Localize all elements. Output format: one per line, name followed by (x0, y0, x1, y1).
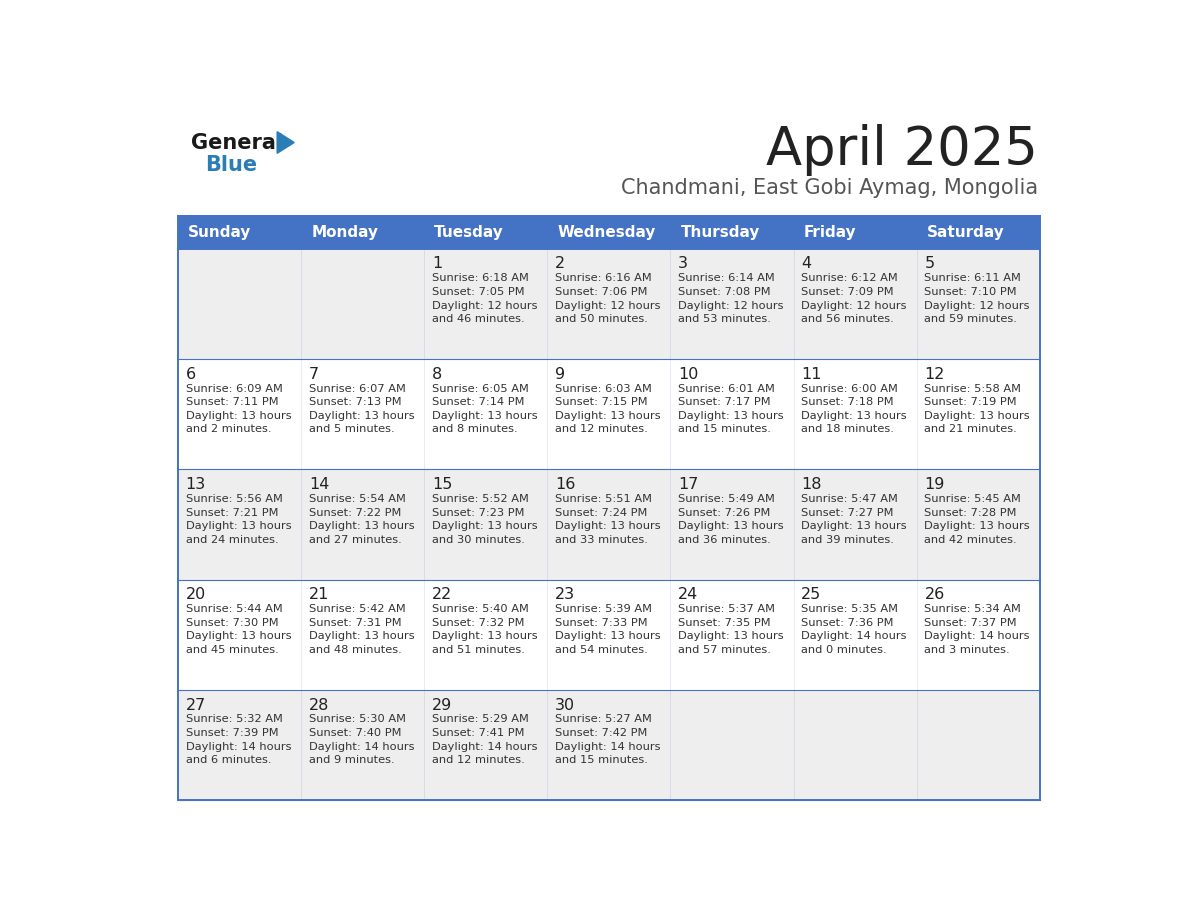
Text: 20: 20 (185, 588, 206, 602)
Text: Sunrise: 5:30 AM
Sunset: 7:40 PM
Daylight: 14 hours
and 9 minutes.: Sunrise: 5:30 AM Sunset: 7:40 PM Dayligh… (309, 714, 415, 766)
Text: 11: 11 (801, 366, 822, 382)
Text: 6: 6 (185, 366, 196, 382)
Text: 10: 10 (678, 366, 699, 382)
Text: 1: 1 (432, 256, 442, 272)
Text: Saturday: Saturday (927, 225, 1005, 241)
Text: Sunday: Sunday (188, 225, 252, 241)
Text: Sunrise: 5:34 AM
Sunset: 7:37 PM
Daylight: 14 hours
and 3 minutes.: Sunrise: 5:34 AM Sunset: 7:37 PM Dayligh… (924, 604, 1030, 655)
Text: 18: 18 (801, 477, 822, 492)
Text: Chandmani, East Gobi Aymag, Mongolia: Chandmani, East Gobi Aymag, Mongolia (621, 178, 1038, 198)
Text: 19: 19 (924, 477, 944, 492)
Text: 13: 13 (185, 477, 206, 492)
Text: Sunrise: 6:11 AM
Sunset: 7:10 PM
Daylight: 12 hours
and 59 minutes.: Sunrise: 6:11 AM Sunset: 7:10 PM Dayligh… (924, 274, 1030, 324)
Text: Blue: Blue (206, 155, 257, 174)
Text: 2: 2 (555, 256, 565, 272)
Text: Sunrise: 6:09 AM
Sunset: 7:11 PM
Daylight: 13 hours
and 2 minutes.: Sunrise: 6:09 AM Sunset: 7:11 PM Dayligh… (185, 384, 291, 434)
Bar (178, 689, 1040, 800)
Polygon shape (277, 131, 295, 153)
Text: 16: 16 (555, 477, 575, 492)
Text: Sunrise: 6:01 AM
Sunset: 7:17 PM
Daylight: 13 hours
and 15 minutes.: Sunrise: 6:01 AM Sunset: 7:17 PM Dayligh… (678, 384, 784, 434)
Text: Sunrise: 5:51 AM
Sunset: 7:24 PM
Daylight: 13 hours
and 33 minutes.: Sunrise: 5:51 AM Sunset: 7:24 PM Dayligh… (555, 494, 661, 544)
Text: Sunrise: 5:45 AM
Sunset: 7:28 PM
Daylight: 13 hours
and 42 minutes.: Sunrise: 5:45 AM Sunset: 7:28 PM Dayligh… (924, 494, 1030, 544)
Text: Sunrise: 6:18 AM
Sunset: 7:05 PM
Daylight: 12 hours
and 46 minutes.: Sunrise: 6:18 AM Sunset: 7:05 PM Dayligh… (432, 274, 537, 324)
Text: Sunrise: 5:29 AM
Sunset: 7:41 PM
Daylight: 14 hours
and 12 minutes.: Sunrise: 5:29 AM Sunset: 7:41 PM Dayligh… (432, 714, 537, 766)
Text: Tuesday: Tuesday (435, 225, 504, 241)
Bar (178, 359, 1040, 469)
Text: Sunrise: 6:00 AM
Sunset: 7:18 PM
Daylight: 13 hours
and 18 minutes.: Sunrise: 6:00 AM Sunset: 7:18 PM Dayligh… (801, 384, 906, 434)
Text: 12: 12 (924, 366, 944, 382)
Text: Sunrise: 5:56 AM
Sunset: 7:21 PM
Daylight: 13 hours
and 24 minutes.: Sunrise: 5:56 AM Sunset: 7:21 PM Dayligh… (185, 494, 291, 544)
Text: Sunrise: 6:07 AM
Sunset: 7:13 PM
Daylight: 13 hours
and 5 minutes.: Sunrise: 6:07 AM Sunset: 7:13 PM Dayligh… (309, 384, 415, 434)
Bar (178, 579, 1040, 689)
Bar (178, 249, 1040, 359)
Text: Sunrise: 5:27 AM
Sunset: 7:42 PM
Daylight: 14 hours
and 15 minutes.: Sunrise: 5:27 AM Sunset: 7:42 PM Dayligh… (555, 714, 661, 766)
Text: 15: 15 (432, 477, 453, 492)
Text: Sunrise: 5:35 AM
Sunset: 7:36 PM
Daylight: 14 hours
and 0 minutes.: Sunrise: 5:35 AM Sunset: 7:36 PM Dayligh… (801, 604, 906, 655)
Text: April 2025: April 2025 (766, 124, 1038, 176)
Text: Sunrise: 5:54 AM
Sunset: 7:22 PM
Daylight: 13 hours
and 27 minutes.: Sunrise: 5:54 AM Sunset: 7:22 PM Dayligh… (309, 494, 415, 544)
Text: 30: 30 (555, 698, 575, 712)
Bar (178, 217, 1040, 800)
Text: Sunrise: 5:42 AM
Sunset: 7:31 PM
Daylight: 13 hours
and 48 minutes.: Sunrise: 5:42 AM Sunset: 7:31 PM Dayligh… (309, 604, 415, 655)
Text: Sunrise: 6:16 AM
Sunset: 7:06 PM
Daylight: 12 hours
and 50 minutes.: Sunrise: 6:16 AM Sunset: 7:06 PM Dayligh… (555, 274, 661, 324)
Text: 21: 21 (309, 588, 329, 602)
Text: Friday: Friday (803, 225, 857, 241)
Text: Wednesday: Wednesday (557, 225, 656, 241)
Text: Sunrise: 5:47 AM
Sunset: 7:27 PM
Daylight: 13 hours
and 39 minutes.: Sunrise: 5:47 AM Sunset: 7:27 PM Dayligh… (801, 494, 906, 544)
Text: 5: 5 (924, 256, 935, 272)
Bar (178, 469, 1040, 579)
Text: Sunrise: 5:37 AM
Sunset: 7:35 PM
Daylight: 13 hours
and 57 minutes.: Sunrise: 5:37 AM Sunset: 7:35 PM Dayligh… (678, 604, 784, 655)
Text: 7: 7 (309, 366, 318, 382)
Text: 22: 22 (432, 588, 453, 602)
Text: 14: 14 (309, 477, 329, 492)
Text: Sunrise: 6:03 AM
Sunset: 7:15 PM
Daylight: 13 hours
and 12 minutes.: Sunrise: 6:03 AM Sunset: 7:15 PM Dayligh… (555, 384, 661, 434)
Text: 9: 9 (555, 366, 565, 382)
Text: General: General (191, 133, 283, 153)
Text: 24: 24 (678, 588, 699, 602)
Text: Sunrise: 5:58 AM
Sunset: 7:19 PM
Daylight: 13 hours
and 21 minutes.: Sunrise: 5:58 AM Sunset: 7:19 PM Dayligh… (924, 384, 1030, 434)
Text: Sunrise: 5:49 AM
Sunset: 7:26 PM
Daylight: 13 hours
and 36 minutes.: Sunrise: 5:49 AM Sunset: 7:26 PM Dayligh… (678, 494, 784, 544)
Text: 25: 25 (801, 588, 822, 602)
Text: 17: 17 (678, 477, 699, 492)
Text: 29: 29 (432, 698, 453, 712)
Text: Sunrise: 6:12 AM
Sunset: 7:09 PM
Daylight: 12 hours
and 56 minutes.: Sunrise: 6:12 AM Sunset: 7:09 PM Dayligh… (801, 274, 906, 324)
Text: 4: 4 (801, 256, 811, 272)
Text: Sunrise: 6:14 AM
Sunset: 7:08 PM
Daylight: 12 hours
and 53 minutes.: Sunrise: 6:14 AM Sunset: 7:08 PM Dayligh… (678, 274, 784, 324)
Text: Sunrise: 5:32 AM
Sunset: 7:39 PM
Daylight: 14 hours
and 6 minutes.: Sunrise: 5:32 AM Sunset: 7:39 PM Dayligh… (185, 714, 291, 766)
Text: 26: 26 (924, 588, 944, 602)
Text: 28: 28 (309, 698, 329, 712)
Text: Sunrise: 6:05 AM
Sunset: 7:14 PM
Daylight: 13 hours
and 8 minutes.: Sunrise: 6:05 AM Sunset: 7:14 PM Dayligh… (432, 384, 537, 434)
Bar (178, 217, 1040, 249)
Text: Monday: Monday (311, 225, 378, 241)
Text: 23: 23 (555, 588, 575, 602)
Text: Sunrise: 5:52 AM
Sunset: 7:23 PM
Daylight: 13 hours
and 30 minutes.: Sunrise: 5:52 AM Sunset: 7:23 PM Dayligh… (432, 494, 537, 544)
Text: Sunrise: 5:39 AM
Sunset: 7:33 PM
Daylight: 13 hours
and 54 minutes.: Sunrise: 5:39 AM Sunset: 7:33 PM Dayligh… (555, 604, 661, 655)
Text: 8: 8 (432, 366, 442, 382)
Text: 3: 3 (678, 256, 688, 272)
Text: Sunrise: 5:40 AM
Sunset: 7:32 PM
Daylight: 13 hours
and 51 minutes.: Sunrise: 5:40 AM Sunset: 7:32 PM Dayligh… (432, 604, 537, 655)
Text: 27: 27 (185, 698, 206, 712)
Text: Sunrise: 5:44 AM
Sunset: 7:30 PM
Daylight: 13 hours
and 45 minutes.: Sunrise: 5:44 AM Sunset: 7:30 PM Dayligh… (185, 604, 291, 655)
Text: Thursday: Thursday (681, 225, 760, 241)
